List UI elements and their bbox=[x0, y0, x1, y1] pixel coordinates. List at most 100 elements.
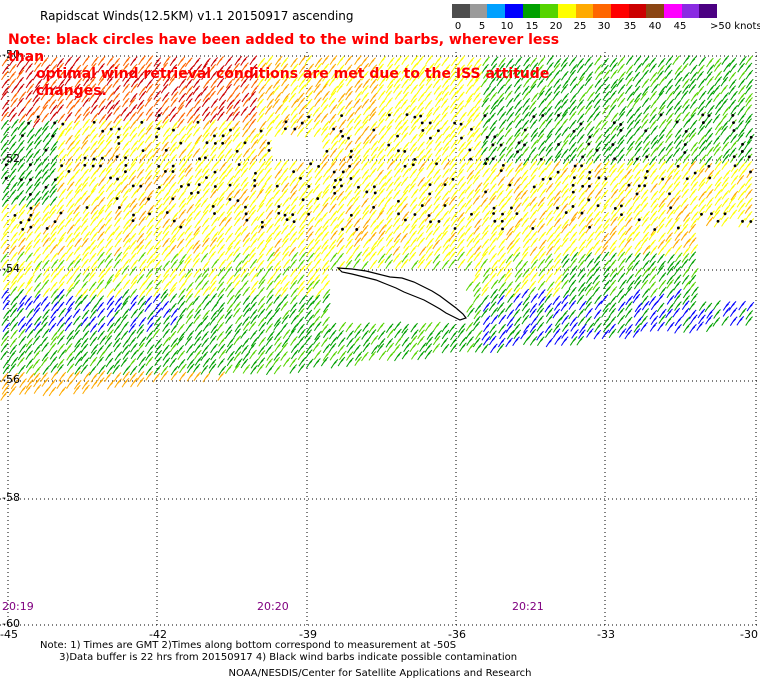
wind-barb bbox=[498, 258, 507, 269]
wind-barb bbox=[513, 293, 521, 303]
wind-barb bbox=[280, 342, 289, 353]
contamination-circle bbox=[653, 228, 657, 231]
contamination-circle bbox=[644, 129, 648, 133]
wind-barb bbox=[409, 245, 418, 255]
wind-barb bbox=[155, 210, 163, 221]
contamination-circle bbox=[221, 134, 225, 138]
wind-barb bbox=[377, 245, 385, 256]
wind-barb bbox=[152, 69, 161, 80]
wind-barb bbox=[523, 323, 531, 333]
wind-barb bbox=[457, 55, 466, 66]
wind-barb bbox=[145, 356, 154, 367]
wind-barb bbox=[409, 224, 417, 234]
wind-barb bbox=[50, 252, 58, 263]
wind-barb bbox=[346, 357, 354, 368]
wind-barb bbox=[721, 154, 730, 164]
wind-barb bbox=[648, 281, 656, 291]
wind-barb bbox=[105, 351, 113, 361]
wind-barb bbox=[656, 302, 665, 313]
contamination-circle bbox=[349, 177, 353, 180]
wind-barb bbox=[185, 293, 194, 303]
wind-barb bbox=[361, 71, 369, 81]
wind-barb bbox=[483, 69, 491, 79]
wind-barb bbox=[304, 309, 313, 320]
wind-barb bbox=[568, 111, 577, 121]
wind-barb bbox=[369, 121, 378, 131]
wind-barb bbox=[530, 237, 538, 248]
wind-barb bbox=[240, 161, 249, 172]
wind-barb bbox=[128, 329, 137, 340]
wind-barb bbox=[641, 288, 650, 298]
wind-barb bbox=[50, 288, 59, 299]
wind-barb bbox=[259, 245, 267, 256]
wind-barb bbox=[130, 274, 139, 284]
wind-barb bbox=[432, 78, 441, 89]
wind-barb bbox=[554, 141, 562, 151]
wind-barb bbox=[561, 315, 570, 325]
wind-barb bbox=[641, 78, 650, 89]
wind-barb bbox=[361, 125, 370, 136]
wind-barb bbox=[48, 168, 56, 178]
wind-barb bbox=[410, 118, 419, 129]
wind-barb bbox=[680, 149, 689, 159]
wind-barb bbox=[240, 358, 249, 369]
wind-barb bbox=[568, 141, 577, 152]
wind-barb bbox=[281, 76, 289, 87]
wind-barb bbox=[634, 302, 643, 313]
wind-barb bbox=[505, 230, 514, 241]
wind-barb bbox=[353, 98, 361, 109]
wind-barb bbox=[410, 62, 419, 72]
wind-barb bbox=[24, 245, 33, 255]
wind-barb bbox=[585, 168, 594, 179]
wind-barb bbox=[138, 216, 146, 226]
wind-barb bbox=[273, 69, 282, 80]
wind-barb bbox=[162, 113, 170, 124]
wind-barb bbox=[112, 225, 121, 236]
wind-barb bbox=[736, 175, 745, 185]
wind-barb bbox=[280, 57, 289, 67]
wind-barb bbox=[554, 174, 563, 184]
wind-barb bbox=[346, 153, 354, 164]
wind-barb bbox=[496, 190, 504, 200]
wind-barb bbox=[186, 203, 195, 214]
wind-barb bbox=[74, 113, 82, 124]
wind-barb bbox=[88, 177, 97, 187]
contamination-circle bbox=[644, 176, 648, 180]
wind-barb bbox=[480, 258, 488, 269]
wind-barb bbox=[490, 343, 498, 354]
wind-barb bbox=[314, 225, 323, 236]
wind-barb bbox=[106, 364, 115, 375]
wind-barb bbox=[81, 379, 90, 390]
wind-barb bbox=[553, 78, 561, 88]
wind-barb bbox=[19, 125, 27, 136]
wind-barb bbox=[609, 146, 618, 157]
wind-barb bbox=[1, 289, 9, 299]
wind-barb bbox=[552, 308, 561, 319]
wind-barb bbox=[584, 105, 593, 115]
contamination-circle bbox=[267, 141, 270, 145]
wind-barb bbox=[689, 119, 698, 130]
wind-barb bbox=[457, 91, 465, 102]
wind-barb bbox=[642, 63, 650, 73]
wind-barb bbox=[2, 358, 11, 369]
wind-barb bbox=[665, 128, 674, 138]
wind-barb bbox=[256, 260, 265, 270]
wind-barb bbox=[619, 230, 627, 241]
wind-barb bbox=[106, 307, 115, 318]
wind-barb bbox=[0, 231, 9, 241]
wind-barb bbox=[592, 260, 601, 271]
contamination-circle bbox=[179, 141, 183, 145]
wind-barb bbox=[466, 169, 475, 180]
wind-barb bbox=[0, 391, 8, 401]
wind-barb bbox=[417, 69, 426, 80]
wind-barb bbox=[176, 104, 185, 115]
wind-barb bbox=[177, 294, 185, 305]
wind-barb bbox=[417, 335, 425, 346]
contamination-circle bbox=[443, 204, 447, 207]
wind-barb bbox=[400, 132, 409, 143]
wind-barb bbox=[432, 335, 441, 346]
wind-barb bbox=[162, 71, 171, 82]
wind-barb bbox=[641, 56, 650, 66]
wind-barb bbox=[674, 316, 683, 327]
wind-barb bbox=[649, 71, 658, 82]
